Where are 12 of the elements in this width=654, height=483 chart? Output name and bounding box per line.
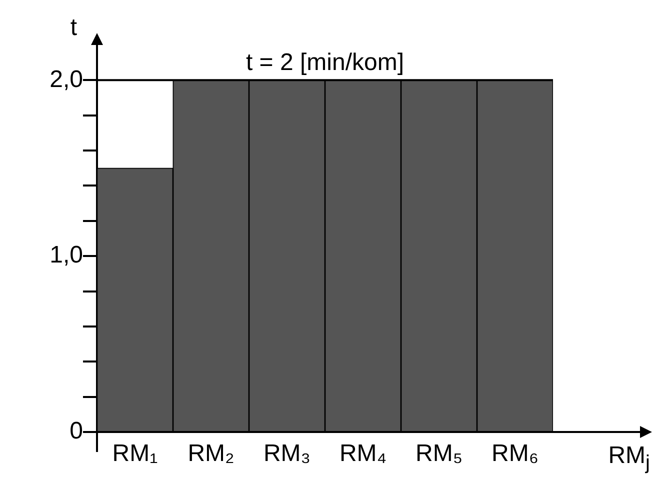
x-tick-label: RM₆	[491, 440, 539, 468]
y-tick-label: 1,0	[50, 242, 83, 269]
y-tick-label: 0	[70, 418, 83, 445]
x-tick-label: RM₁	[112, 440, 158, 468]
x-axis-title: RM$_{j}$	[608, 442, 650, 475]
y-axis-title: t	[70, 14, 78, 41]
x-tick-label: RM₄	[339, 440, 387, 468]
y-tick-label: 2,0	[50, 66, 83, 93]
ref-line-label: t = 2 [min/kom]	[246, 49, 404, 76]
x-tick-label: RM₂	[188, 440, 234, 468]
x-tick-label: RM₅	[416, 440, 462, 468]
x-tick-label: RM₃	[263, 440, 311, 468]
